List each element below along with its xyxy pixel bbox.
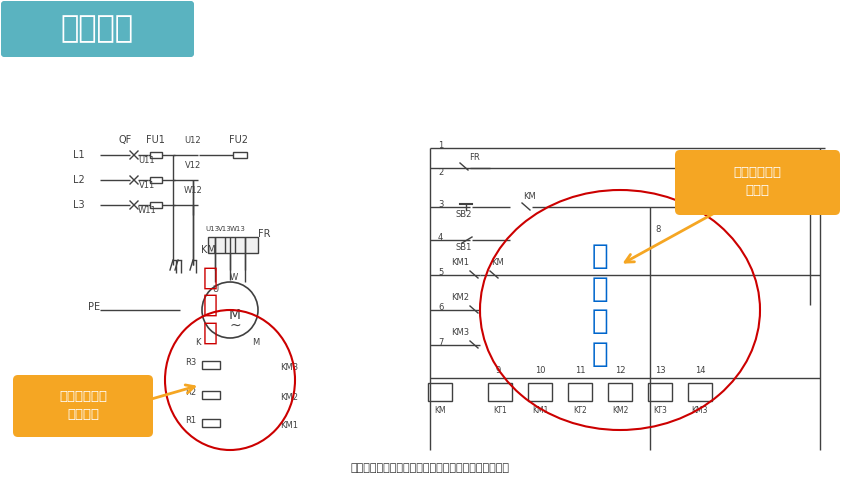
Text: 12: 12: [615, 366, 625, 375]
Text: W: W: [230, 273, 238, 282]
Text: K: K: [195, 338, 200, 347]
FancyBboxPatch shape: [1, 1, 194, 57]
Text: 1: 1: [438, 141, 443, 150]
Text: M: M: [252, 338, 259, 347]
Text: FU2: FU2: [229, 135, 248, 145]
Text: W12: W12: [184, 186, 202, 195]
Bar: [688, 383, 712, 401]
Text: 5: 5: [438, 268, 443, 277]
Text: KM1: KM1: [451, 258, 469, 267]
Text: 时间继电器自动控制的三相绕线型异步电动机控制线路: 时间继电器自动控制的三相绕线型异步电动机控制线路: [351, 463, 509, 473]
Text: 2: 2: [438, 168, 443, 177]
Bar: [648, 383, 672, 401]
Text: KT1: KT1: [493, 406, 507, 415]
Bar: [150, 152, 162, 158]
Text: FU1: FU1: [145, 135, 164, 145]
Bar: [150, 177, 162, 183]
Text: W13: W13: [230, 226, 246, 232]
Bar: [488, 383, 512, 401]
Text: SB1: SB1: [456, 243, 472, 252]
Text: 14: 14: [695, 366, 705, 375]
Text: KM2: KM2: [280, 393, 298, 402]
Text: FR: FR: [470, 153, 481, 162]
Bar: [202, 361, 220, 369]
Text: L2: L2: [73, 175, 85, 185]
Text: L3: L3: [73, 200, 85, 210]
Text: KM3: KM3: [691, 406, 709, 415]
Text: KM3: KM3: [451, 328, 469, 337]
Text: 主
电
路: 主 电 路: [202, 265, 218, 345]
Bar: [202, 419, 220, 427]
Text: 任务准备: 任务准备: [60, 15, 133, 44]
Text: 绕线转子串联
的电阻器: 绕线转子串联 的电阻器: [59, 391, 107, 422]
Text: QF: QF: [119, 135, 132, 145]
Text: R3: R3: [185, 358, 196, 367]
Text: KM2: KM2: [611, 406, 628, 415]
Text: V11: V11: [138, 181, 155, 190]
Text: KM3: KM3: [280, 363, 298, 372]
Text: W11: W11: [138, 206, 157, 215]
Text: R2: R2: [185, 388, 196, 397]
Text: U13: U13: [205, 226, 219, 232]
FancyBboxPatch shape: [675, 150, 840, 215]
Bar: [233, 152, 247, 158]
Bar: [150, 202, 162, 208]
Text: U11: U11: [138, 156, 156, 165]
Text: L1: L1: [73, 150, 85, 160]
Text: KM2: KM2: [451, 293, 469, 302]
Text: U12: U12: [185, 136, 201, 145]
Text: 10: 10: [535, 366, 545, 375]
Text: KM: KM: [434, 406, 445, 415]
Text: FR: FR: [258, 229, 271, 239]
Text: 任务准备: 任务准备: [60, 15, 133, 44]
Text: 7: 7: [438, 338, 444, 347]
Text: KM1: KM1: [531, 406, 548, 415]
Bar: [568, 383, 592, 401]
Bar: [528, 383, 552, 401]
Text: 8: 8: [655, 225, 660, 234]
Text: KM: KM: [524, 192, 537, 201]
Text: V13: V13: [218, 226, 232, 232]
Text: PE: PE: [88, 302, 100, 312]
Text: KM: KM: [200, 245, 216, 255]
Text: KM1: KM1: [280, 421, 298, 430]
Text: KT2: KT2: [573, 406, 587, 415]
Bar: [428, 383, 452, 401]
Bar: [202, 391, 220, 399]
Bar: [608, 383, 632, 401]
Text: V12: V12: [185, 161, 201, 170]
Text: 时间继电器自
动控制: 时间继电器自 动控制: [733, 166, 781, 197]
Text: R1: R1: [185, 416, 196, 425]
FancyBboxPatch shape: [1, 1, 194, 57]
Text: 6: 6: [438, 303, 444, 312]
Text: 13: 13: [655, 366, 666, 375]
Text: KM: KM: [492, 258, 504, 267]
Text: 3: 3: [438, 200, 444, 209]
Bar: [208, 237, 258, 253]
Text: SB2: SB2: [456, 210, 472, 219]
Text: 4: 4: [438, 233, 443, 242]
Text: ~: ~: [229, 319, 241, 333]
Text: 11: 11: [575, 366, 586, 375]
Text: U: U: [212, 285, 218, 294]
Text: M: M: [229, 308, 241, 322]
Text: KT3: KT3: [653, 406, 667, 415]
FancyBboxPatch shape: [13, 375, 153, 437]
Text: 9: 9: [495, 366, 501, 375]
Text: 控
制
线
路: 控 制 线 路: [592, 242, 608, 368]
